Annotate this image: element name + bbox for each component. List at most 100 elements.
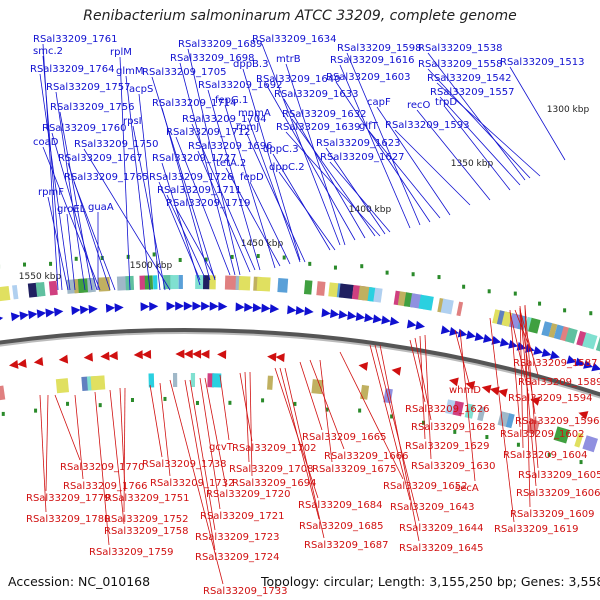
forward-gene-label: dppC.2	[269, 162, 305, 173]
forward-gene-label: RSal33209_1598	[337, 43, 421, 54]
feature-mark	[358, 408, 362, 413]
forward-cog-block	[595, 336, 600, 353]
forward-gene-arrow	[449, 327, 459, 336]
forward-gene-leader-line	[249, 181, 291, 265]
reverse-gene-label: RSal33209_1619	[494, 524, 578, 535]
forward-cog-block	[35, 281, 46, 297]
forward-gene-arrow	[201, 301, 211, 311]
reverse-gene-leader-line	[109, 389, 125, 525]
reverse-gene-leader-line	[123, 387, 126, 513]
forward-gene-label: RSal33209_1616	[330, 55, 414, 66]
reverse-gene-label: RSal33209_1733	[203, 586, 287, 597]
forward-gene-arrow	[364, 313, 374, 323]
forward-gene-leader-line	[179, 62, 236, 276]
forward-gene-arrow	[114, 303, 124, 313]
feature-mark	[66, 401, 70, 406]
forward-cog-block	[559, 326, 571, 342]
feature-mark	[230, 254, 234, 259]
reverse-gene-label: RSal33209_1758	[104, 526, 188, 537]
reverse-gene-arrow	[267, 352, 277, 362]
forward-gene-leader-line	[132, 125, 166, 291]
forward-cog-block	[277, 278, 289, 293]
forward-gene-arrow	[574, 357, 585, 367]
forward-gene-leader-line	[283, 98, 366, 239]
reverse-gene-leader-line	[489, 317, 515, 523]
forward-gene-label: rpmJ	[236, 122, 259, 133]
reverse-gene-leader-line	[524, 305, 539, 469]
feature-mark	[485, 435, 489, 440]
forward-gene-label: RSal33209_1714	[152, 98, 236, 109]
reverse-gene-arrow	[108, 351, 118, 361]
forward-gene-label: RSal33209_1593	[385, 120, 469, 131]
forward-gene-arrow	[355, 312, 366, 322]
forward-gene-label: RSal33209_1603	[326, 72, 410, 83]
forward-gene-arrow	[19, 311, 29, 321]
feature-mark	[333, 265, 337, 270]
forward-gene-label: fepD	[240, 172, 264, 183]
feature-mark	[563, 308, 567, 313]
forward-gene-leader-line	[329, 161, 391, 233]
forward-gene-arrow	[347, 311, 357, 320]
forward-gene-arrow	[105, 303, 116, 313]
forward-gene-leader-line	[55, 91, 86, 291]
reverse-gene-arrow	[465, 381, 476, 390]
forward-gene-leader-line	[42, 55, 63, 291]
forward-gene-label: dppC.3	[263, 144, 299, 155]
forward-gene-label: recO	[407, 100, 431, 111]
forward-gene-leader-line	[242, 68, 301, 261]
reverse-gene-arrow	[183, 349, 193, 359]
reverse-gene-arrow	[275, 353, 285, 363]
forward-gene-label: RSal33209_1633	[274, 89, 358, 100]
forward-gene-arrow	[10, 312, 21, 322]
feature-mark	[589, 311, 593, 316]
forward-gene-arrow	[261, 303, 271, 313]
forward-gene-arrow	[330, 309, 340, 319]
forward-gene-leader-line	[83, 148, 171, 291]
feature-mark	[204, 257, 208, 262]
forward-gene-label: mtrB	[276, 54, 301, 65]
reverse-gene-arrow	[83, 352, 93, 362]
reverse-cog-block	[464, 403, 476, 419]
forward-gene-label: RSal33209_1767	[58, 153, 142, 164]
forward-gene-arrow	[71, 306, 81, 316]
forward-gene-arrow	[491, 335, 502, 345]
feature-mark	[547, 452, 551, 457]
reverse-cog-block	[360, 384, 370, 400]
reverse-gene-label: RSal33209_1643	[390, 502, 474, 513]
reverse-gene-label: RSal33209_1723	[195, 532, 279, 543]
forward-cog-block	[565, 327, 578, 344]
reverse-gene-arrow	[133, 350, 143, 360]
forward-gene-label: RSal33209_1558	[418, 59, 502, 70]
reverse-gene-label: RSal33209_1687	[304, 540, 388, 551]
forward-gene-arrow	[321, 308, 331, 318]
reverse-gene-label: RSal33209_1609	[510, 509, 594, 520]
forward-cog-block	[238, 276, 251, 291]
reverse-cog-block	[574, 432, 584, 448]
forward-gene-leader-line	[191, 123, 256, 271]
reverse-gene-arrow	[100, 351, 110, 361]
feature-mark	[385, 270, 389, 275]
forward-gene-label: RSal33209_1557	[430, 87, 514, 98]
reverse-gene-leader-line	[519, 305, 537, 487]
reverse-gene-leader-line	[459, 329, 476, 482]
kbp-tick-label: 1300 kbp	[547, 105, 590, 115]
forward-gene-label: mnmA	[238, 108, 271, 119]
reverse-cog-block	[0, 385, 6, 402]
forward-gene-leader-line	[245, 131, 306, 263]
forward-gene-label: RSal33209_1757	[46, 82, 130, 93]
reverse-gene-label: RSal33209_1724	[195, 552, 279, 563]
forward-gene-label: RSal33209_1760	[42, 123, 126, 134]
reverse-cog-block	[212, 373, 222, 388]
reverse-gene-leader-line	[299, 361, 323, 431]
forward-gene-arrow	[583, 360, 593, 369]
forward-cog-block	[203, 275, 210, 290]
feature-mark	[23, 262, 27, 267]
forward-gene-arrow	[166, 301, 176, 311]
feature-mark	[163, 396, 167, 401]
forward-gene-leader-line	[436, 82, 541, 177]
reverse-gene-label: RSal33209_1702	[232, 443, 316, 454]
forward-gene-label: RSal33209_1640	[256, 74, 340, 85]
forward-gene-label: RSal33209_1705	[142, 67, 226, 78]
forward-cog-block	[524, 316, 533, 332]
reverse-gene-leader-line	[169, 379, 224, 585]
